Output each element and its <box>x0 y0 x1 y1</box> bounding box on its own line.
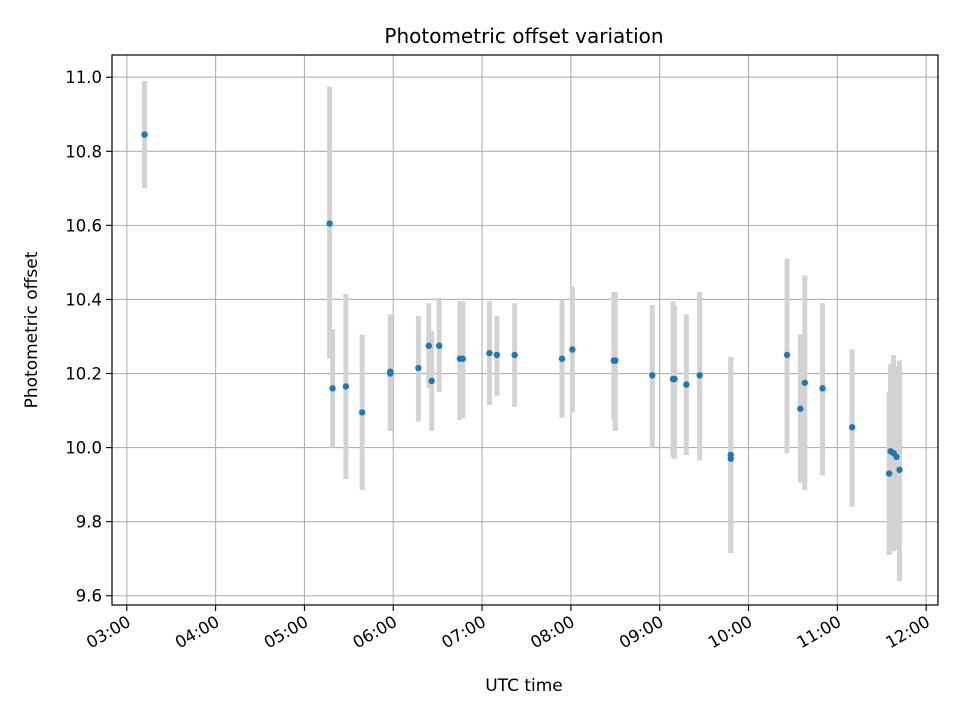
data-point <box>326 220 333 227</box>
y-tick-label: 10.0 <box>65 439 102 458</box>
data-points <box>141 131 903 477</box>
y-tick-label: 9.6 <box>76 587 102 606</box>
data-point <box>801 379 808 386</box>
y-axis-ticks: 9.6 9.8 10.0 10.2 10.4 10.6 10.8 11.0 <box>65 68 112 606</box>
data-point <box>569 346 576 353</box>
plot-frame <box>111 54 939 606</box>
x-axis-title: UTC time <box>485 676 563 696</box>
data-point <box>612 357 619 364</box>
data-point <box>649 372 656 379</box>
data-point <box>885 470 893 477</box>
data-point <box>459 355 467 362</box>
data-point <box>329 385 336 392</box>
data-point <box>493 351 501 359</box>
data-point <box>696 372 703 379</box>
chart-title: Photometric offset variation <box>384 24 663 48</box>
y-tick-label: 11.0 <box>65 68 102 87</box>
data-point <box>358 409 366 416</box>
data-point <box>683 381 690 388</box>
y-axis-title: Photometric offset <box>22 251 42 408</box>
data-point <box>141 131 148 138</box>
data-point <box>425 342 432 349</box>
data-point <box>893 453 900 461</box>
data-point <box>415 364 422 372</box>
y-tick-label: 9.8 <box>76 513 102 532</box>
data-point <box>558 355 566 362</box>
data-point <box>671 375 678 383</box>
data-point <box>486 349 493 357</box>
data-point <box>896 466 903 474</box>
data-point <box>727 455 734 462</box>
data-point <box>435 342 443 349</box>
gridlines <box>112 55 938 605</box>
data-point <box>342 383 350 390</box>
y-tick-label: 10.6 <box>65 216 102 235</box>
y-tick-label: 10.4 <box>65 290 102 309</box>
data-point <box>819 385 826 392</box>
data-point <box>387 368 394 375</box>
data-point <box>428 377 435 385</box>
y-tick-label: 10.8 <box>65 142 102 161</box>
y-tick-label: 10.2 <box>65 365 102 384</box>
data-point <box>511 351 518 359</box>
data-point <box>797 405 804 412</box>
data-point <box>848 424 856 431</box>
data-point <box>783 351 791 359</box>
